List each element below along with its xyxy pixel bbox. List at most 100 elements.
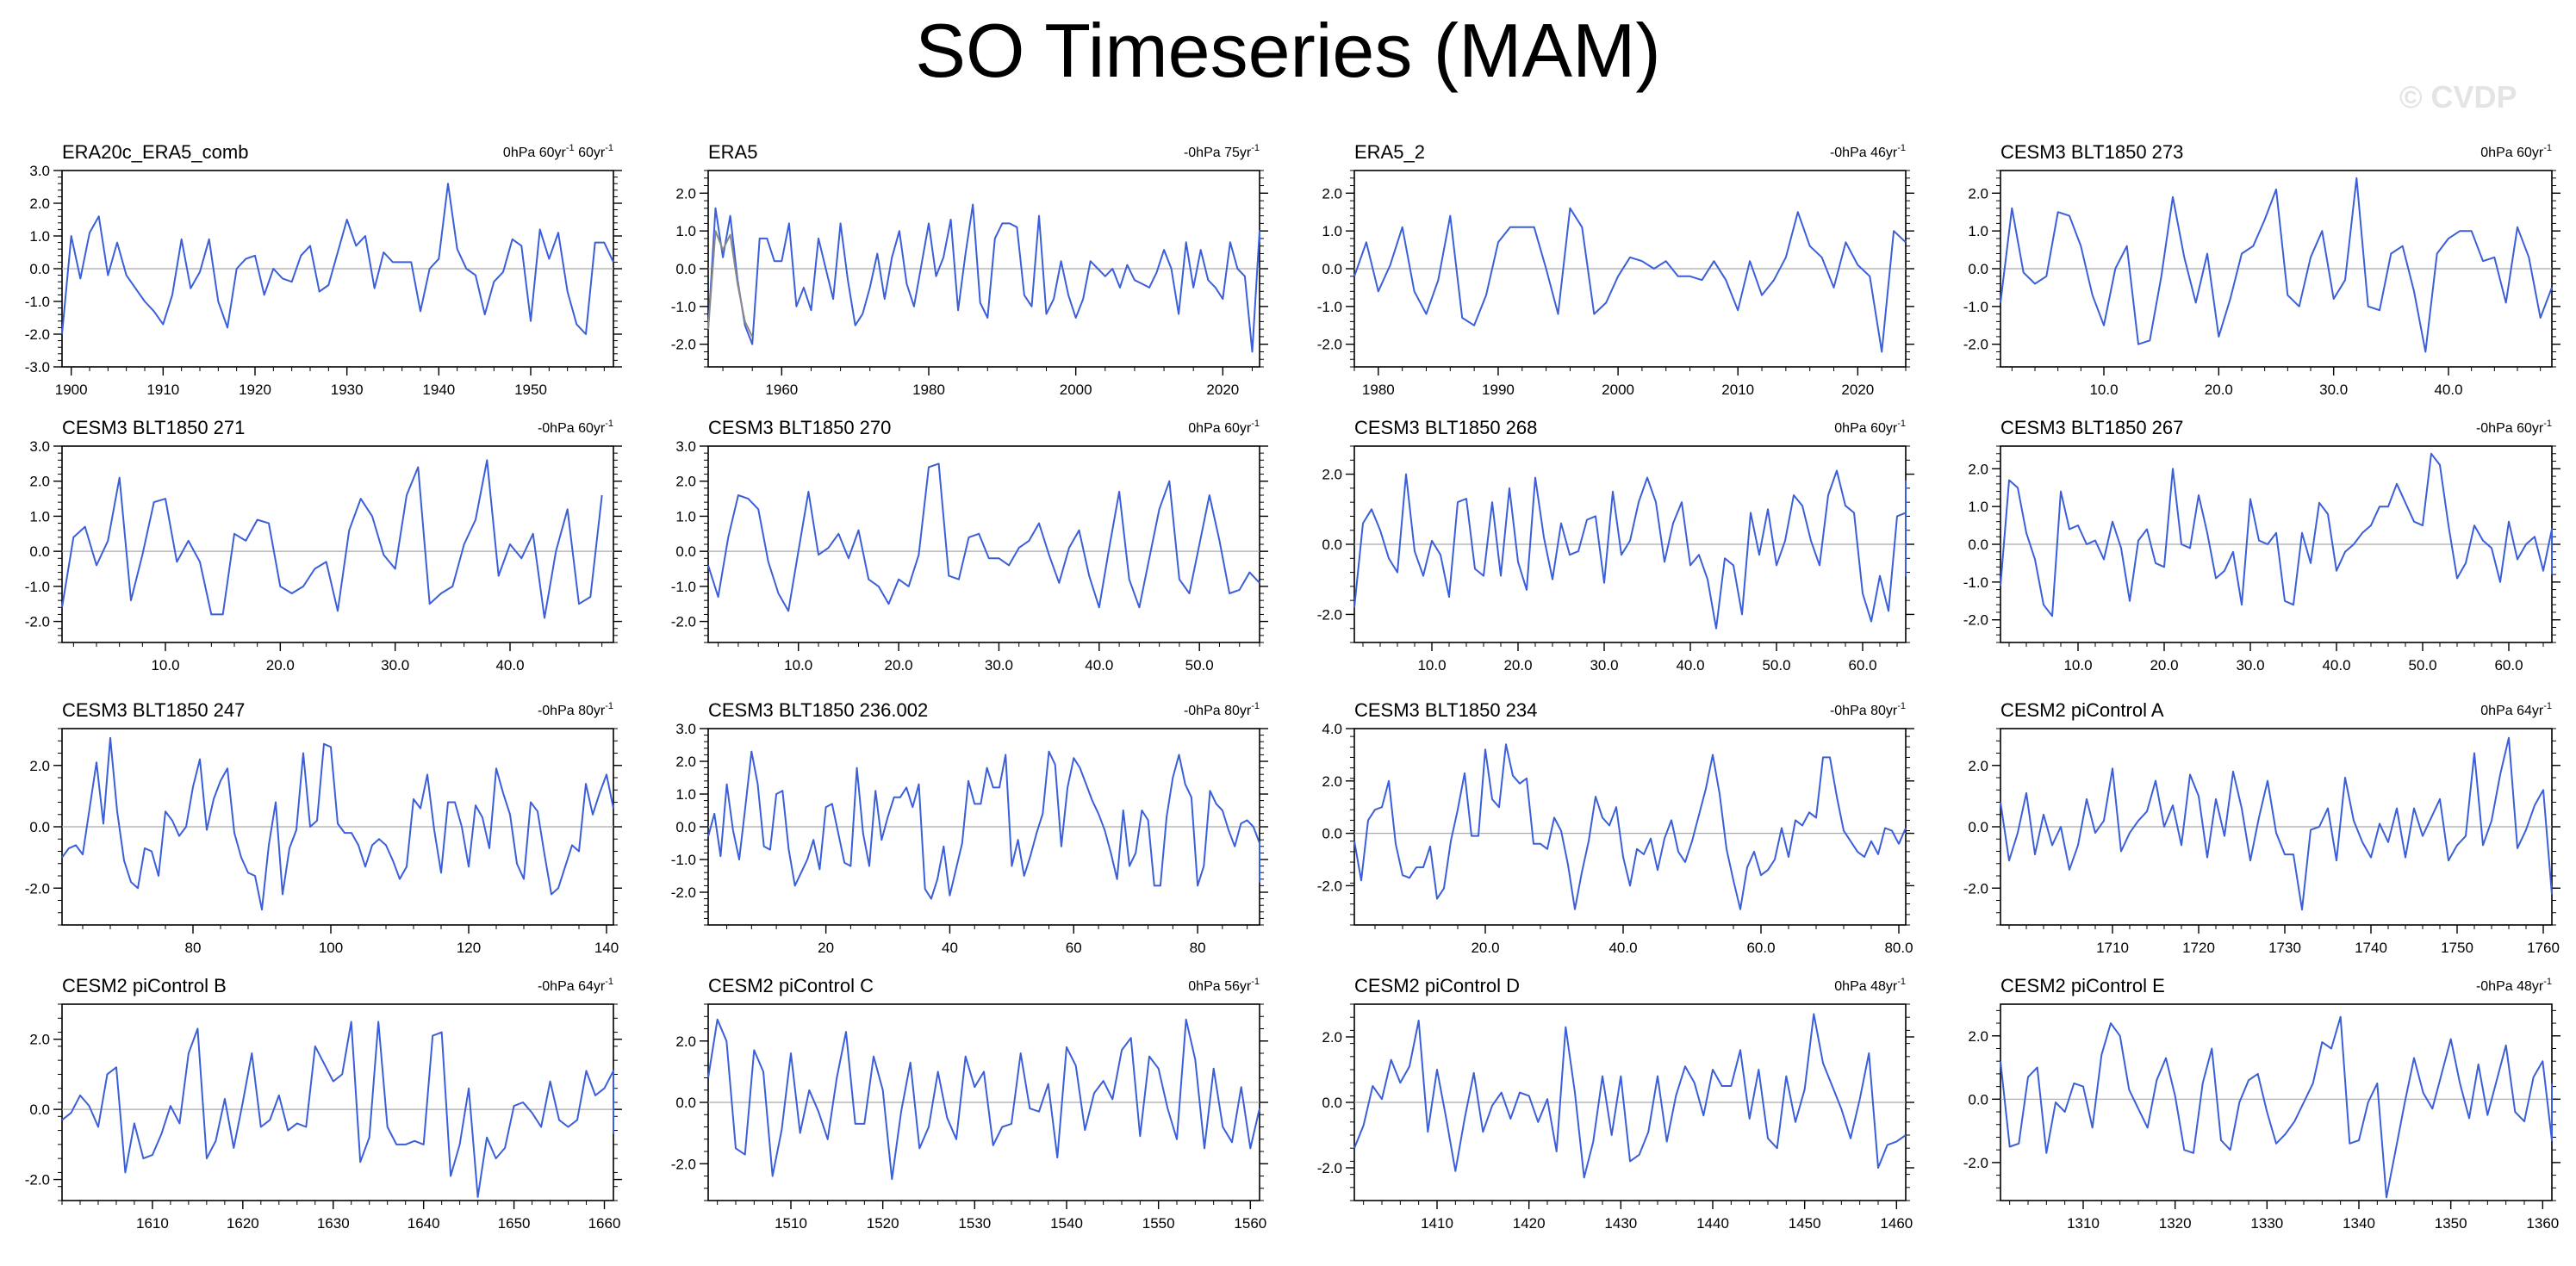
x-tick-label: 2020: [1206, 382, 1239, 398]
panel-subtitle: 0hPa 56yr-1: [1188, 977, 1260, 994]
x-tick-label: 10.0: [2089, 382, 2118, 398]
y-tick-label: 0.0: [1322, 537, 1342, 553]
panel-title: CESM3 BLT1850 247: [62, 699, 245, 721]
series-line: [707, 203, 1260, 353]
panel-subtitle: -0hPa 46yr-1: [1830, 143, 1906, 160]
y-tick-label: 2.0: [1322, 185, 1342, 202]
x-tick-label: 40.0: [1608, 940, 1637, 956]
chart-panel: CESM3 BLT1850 236.002 -0hPa 80yr-1 3.0 2.0 1…: [671, 699, 1268, 956]
x-tick-label: 50.0: [1185, 657, 1214, 673]
x-tick-label: 10.0: [151, 657, 179, 673]
series-line: [1353, 469, 1907, 630]
panel-subtitle: -0hPa 64yr-1: [538, 977, 613, 994]
x-tick-label: 2000: [1602, 382, 1634, 398]
x-tick-label: 40: [942, 940, 958, 956]
x-tick-label: 80: [185, 940, 202, 956]
plot-frame: [2000, 1003, 2553, 1201]
y-tick-label: -1.0: [25, 294, 50, 310]
x-tick-label: 1520: [867, 1215, 899, 1232]
x-tick-label: 50.0: [1762, 657, 1790, 673]
chart-panel: ERA5 -0hPa 75yr-1 2.0 1.0 0.0 -1.0 -2.0 1960 198…: [671, 141, 1268, 398]
y-tick-label: 0.0: [675, 543, 696, 560]
x-tick-label: 1410: [1421, 1215, 1453, 1232]
y-tick-label: 3.0: [675, 438, 696, 455]
x-tick-label: 60.0: [2494, 657, 2523, 673]
x-tick-label: 20.0: [2205, 382, 2233, 398]
x-tick-label: 140: [594, 940, 619, 956]
panel-title: CESM3 BLT1850 271: [62, 417, 245, 438]
y-tick-label: -1.0: [671, 579, 696, 595]
x-tick-label: 80.0: [1884, 940, 1913, 956]
x-tick-label: 1940: [422, 382, 455, 398]
x-tick-label: 1320: [2159, 1215, 2192, 1232]
y-tick-label: -1.0: [671, 852, 696, 868]
x-tick-label: 2000: [1060, 382, 1092, 398]
series-line: [707, 230, 754, 338]
x-tick-label: 1640: [408, 1215, 440, 1232]
chart-panel: CESM3 BLT1850 234 -0hPa 80yr-1 4.0 2.0 0.0 -2…: [1317, 699, 1914, 956]
y-tick-label: 0.0: [29, 1102, 50, 1118]
series-line: [2000, 177, 2553, 353]
panel-subtitle: -0hPa 75yr-1: [1184, 143, 1260, 160]
y-tick-label: 0.0: [675, 819, 696, 835]
y-tick-label: 2.0: [1968, 758, 1988, 774]
panel-subtitle: 0hPa 60yr-1: [2480, 143, 2552, 160]
x-tick-label: 30.0: [2319, 382, 2348, 398]
panel-title: CESM2 piControl C: [708, 975, 874, 996]
x-tick-label: 20.0: [1503, 657, 1532, 673]
series-line: [2000, 736, 2553, 911]
series-line: [1353, 1013, 1907, 1179]
x-tick-label: 20.0: [885, 657, 913, 673]
y-tick-label: 2.0: [29, 758, 50, 774]
y-tick-label: 1.0: [1322, 223, 1342, 239]
x-tick-label: 1350: [2435, 1215, 2467, 1232]
panel-subtitle: -0hPa 80yr-1: [538, 701, 613, 718]
y-tick-label: 1.0: [29, 228, 50, 245]
x-tick-label: 40.0: [495, 657, 524, 673]
chart-panel: CESM3 BLT1850 271 -0hPa 60yr-1 3.0 2.0 1.0 0.…: [25, 417, 622, 673]
panel-subtitle: 0hPa 48yr-1: [1834, 977, 1906, 994]
x-tick-label: 30.0: [2236, 657, 2264, 673]
y-tick-label: 2.0: [675, 754, 696, 770]
chart-panel: CESM2 piControl D 0hPa 48yr-1 2.0 0.0 -2.0 14…: [1317, 975, 1914, 1232]
x-tick-label: 1650: [498, 1215, 531, 1232]
x-tick-label: 20.0: [266, 657, 295, 673]
y-tick-label: -2.0: [1317, 878, 1342, 894]
series-line: [61, 1021, 614, 1198]
x-tick-label: 40.0: [2322, 657, 2350, 673]
chart-panel: ERA20c_ERA5_comb 0hPa 60yr-1 60yr-1 3.0 2.0…: [25, 141, 622, 398]
y-tick-label: -2.0: [671, 337, 696, 353]
panel-subtitle: -0hPa 60yr-1: [538, 419, 613, 436]
y-tick-label: -2.0: [1317, 337, 1342, 353]
x-tick-label: 1440: [1696, 1215, 1729, 1232]
chart-panel: CESM2 piControl C 0hPa 56yr-1 2.0 0.0 -2.0 15…: [671, 975, 1268, 1232]
y-tick-label: -2.0: [25, 880, 50, 897]
x-tick-label: 1930: [331, 382, 364, 398]
x-tick-label: 2020: [1841, 382, 1874, 398]
y-tick-label: 0.0: [1968, 1091, 1988, 1108]
y-tick-label: -2.0: [25, 1172, 50, 1188]
y-tick-label: -1.0: [671, 299, 696, 315]
panel-title: CESM3 BLT1850 267: [2000, 417, 2183, 438]
chart-panel: CESM3 BLT1850 247 -0hPa 80yr-1 2.0 0.0 -2.0 8…: [25, 699, 622, 956]
y-tick-label: 0.0: [1968, 819, 1988, 835]
x-tick-label: 1740: [2355, 940, 2387, 956]
y-tick-label: 3.0: [29, 163, 50, 179]
y-tick-label: 0.0: [1322, 261, 1342, 277]
panel-subtitle: 0hPa 60yr-1 60yr-1: [503, 143, 613, 160]
page-title: SO Timeseries (MAM): [915, 8, 1661, 93]
x-tick-label: 40.0: [1676, 657, 1704, 673]
y-tick-label: -2.0: [1963, 337, 1988, 353]
y-tick-label: 1.0: [29, 508, 50, 524]
x-tick-label: 1530: [958, 1215, 991, 1232]
y-tick-label: -2.0: [1963, 612, 1988, 629]
series-line: [707, 1018, 1260, 1181]
x-tick-label: 1660: [588, 1215, 621, 1232]
chart-panel: ERA5_2 -0hPa 46yr-1 2.0 1.0 0.0 -1.0 -2.0 1980 1…: [1317, 141, 1914, 398]
x-tick-label: 60.0: [1848, 657, 1876, 673]
chart-panel: CESM3 BLT1850 268 0hPa 60yr-1 2.0 0.0 -2.0 10…: [1317, 417, 1914, 673]
chart-panel: CESM3 BLT1850 270 0hPa 60yr-1 3.0 2.0 1.0 0.0…: [671, 417, 1268, 673]
y-tick-label: -2.0: [671, 884, 696, 901]
x-tick-label: 1560: [1234, 1215, 1266, 1232]
x-tick-label: 1960: [765, 382, 798, 398]
